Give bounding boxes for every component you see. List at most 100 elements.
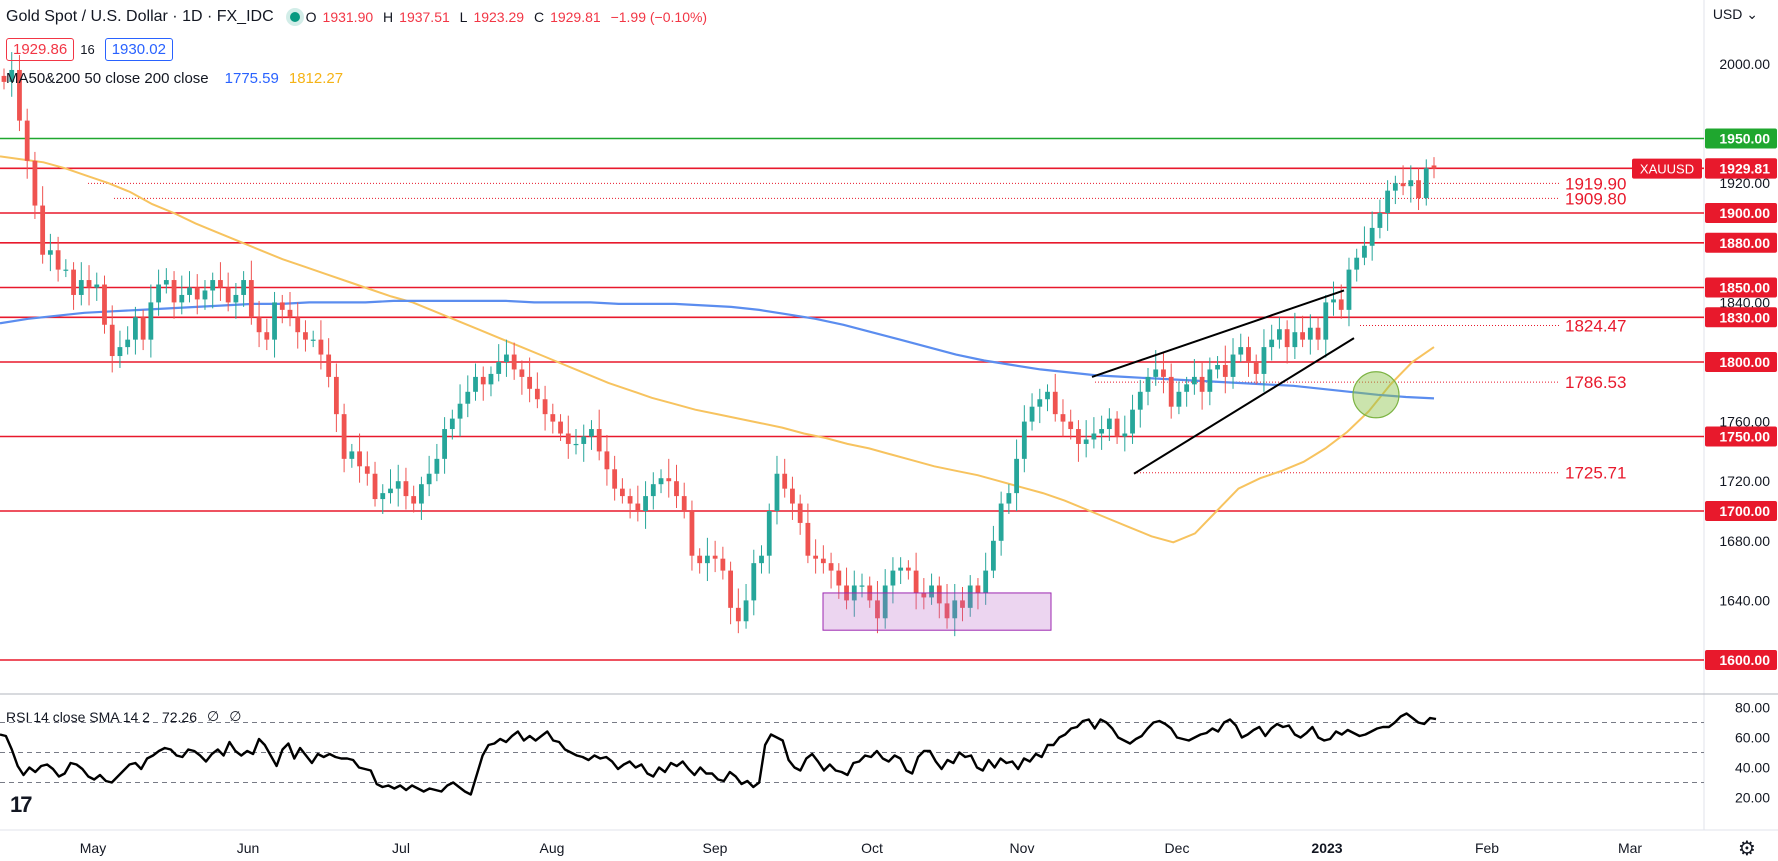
last-price-label: 1929.81 bbox=[1719, 161, 1770, 177]
indicator-legend[interactable]: MA50&200 50 close 200 close 1775.59 1812… bbox=[6, 70, 349, 87]
level-label-bg bbox=[1705, 232, 1777, 253]
candle-body bbox=[1300, 332, 1305, 340]
candle-body bbox=[1246, 347, 1251, 362]
candle-body bbox=[619, 488, 625, 497]
candle-body bbox=[1354, 257, 1360, 270]
candle-body bbox=[751, 563, 757, 601]
candle-body bbox=[882, 585, 888, 619]
rsi-legend[interactable]: RSI 14 close SMA 14 2 72.26 ∅ ∅ bbox=[6, 708, 247, 725]
candle-body bbox=[542, 399, 548, 415]
candle-body bbox=[24, 120, 30, 161]
candle-body bbox=[728, 570, 733, 608]
candle-body bbox=[720, 558, 726, 571]
price-axis[interactable]: 2000.00 1920.00 1840.00 1760.00 1720.00 1680.… bbox=[1705, 56, 1777, 806]
candle-body bbox=[527, 376, 533, 389]
candle-body bbox=[790, 488, 795, 504]
candle-body bbox=[1269, 339, 1275, 348]
candle-body bbox=[1, 75, 7, 82]
candle-body bbox=[86, 280, 92, 288]
rsi-label: RSI 14 close SMA 14 2 bbox=[6, 708, 150, 725]
time-tick-label: Nov bbox=[1010, 840, 1035, 856]
candle-body bbox=[836, 570, 842, 586]
candle-body bbox=[156, 284, 161, 303]
candle-body bbox=[102, 284, 107, 325]
candle-body bbox=[202, 290, 208, 300]
dotted-level-label: 1824.47 bbox=[1565, 317, 1626, 336]
candle-body bbox=[921, 592, 927, 598]
candle-body bbox=[1076, 429, 1081, 444]
candle-body bbox=[465, 391, 471, 404]
candle-body bbox=[32, 160, 38, 206]
candle-body bbox=[9, 69, 15, 82]
candle-body bbox=[1431, 165, 1437, 169]
candle-body bbox=[712, 555, 718, 559]
candle-body bbox=[1106, 418, 1112, 430]
candle-body bbox=[612, 469, 618, 489]
gear-icon[interactable]: ⚙ bbox=[1738, 838, 1756, 860]
candle-body bbox=[674, 481, 679, 497]
candle-body bbox=[875, 600, 880, 619]
ma200-value: 1775.59 bbox=[224, 70, 279, 87]
candle-body bbox=[952, 600, 958, 619]
symbol-title[interactable]: Gold Spot / U.S. Dollar · 1D · FX_IDC bbox=[6, 8, 274, 25]
candle-body bbox=[1392, 183, 1398, 191]
candle-body bbox=[1006, 493, 1012, 504]
candle-body bbox=[194, 287, 200, 300]
candle-body bbox=[759, 555, 764, 564]
candle-body bbox=[333, 376, 339, 415]
currency-selector[interactable]: USD ⌄ bbox=[1713, 6, 1758, 23]
price-tick-label: 1640.00 bbox=[1719, 592, 1770, 608]
candle-body bbox=[411, 496, 417, 504]
candle-body bbox=[47, 250, 53, 255]
candle-body bbox=[395, 481, 401, 489]
candle-body bbox=[1068, 421, 1074, 430]
tradingview-logo-icon: 17 bbox=[10, 792, 33, 817]
dotted-level-label: 1786.53 bbox=[1565, 373, 1626, 392]
candle-body bbox=[148, 302, 154, 340]
candle-body bbox=[782, 473, 788, 489]
currency-label: USD bbox=[1712, 6, 1743, 22]
candle-body bbox=[1423, 168, 1429, 199]
candle-body bbox=[1385, 190, 1391, 213]
buy-price-button[interactable]: 1930.02 bbox=[104, 38, 173, 61]
candle-body bbox=[735, 607, 741, 622]
candle-body bbox=[496, 362, 502, 374]
rsi-value: 72.26 bbox=[161, 708, 198, 725]
candle-body bbox=[419, 484, 424, 504]
candle-body bbox=[1191, 376, 1197, 385]
candle-body bbox=[1207, 369, 1213, 392]
candle-body bbox=[820, 558, 826, 564]
spread-value: 16 bbox=[80, 42, 95, 57]
candle-body bbox=[1137, 391, 1143, 410]
candle-body bbox=[1377, 213, 1383, 228]
candle-body bbox=[388, 488, 393, 494]
candle-body bbox=[1083, 439, 1089, 444]
candle-body bbox=[78, 280, 84, 295]
candle-body bbox=[1362, 245, 1367, 258]
bid-ask-legend: 1929.86 16 1930.02 bbox=[6, 38, 179, 61]
candle-body bbox=[1122, 433, 1128, 437]
candle-body bbox=[1060, 414, 1066, 422]
candle-body bbox=[1153, 369, 1159, 377]
candle-body bbox=[1238, 347, 1244, 355]
time-tick-label: Jun bbox=[237, 840, 260, 856]
time-axis[interactable]: May Jun Jul Aug Sep Oct Nov Dec 2023 Feb Mar bbox=[80, 840, 1643, 856]
level-label-bg bbox=[1705, 650, 1777, 670]
price-tick-label: 1680.00 bbox=[1719, 533, 1770, 549]
level-label: 1950.00 bbox=[1719, 131, 1770, 147]
candle-body bbox=[287, 309, 293, 318]
sell-price-button[interactable]: 1929.86 bbox=[6, 38, 75, 61]
candle-body bbox=[1029, 406, 1035, 422]
price-candles bbox=[1, 52, 1437, 637]
candle-body bbox=[697, 555, 703, 564]
candle-body bbox=[357, 451, 362, 467]
candle-body bbox=[349, 451, 355, 459]
candle-body bbox=[488, 373, 494, 385]
price-tick-label: 1920.00 bbox=[1719, 175, 1770, 191]
market-status-icon bbox=[289, 12, 300, 22]
candle-body bbox=[983, 570, 989, 593]
candle-body bbox=[890, 570, 896, 586]
candle-body bbox=[905, 567, 911, 571]
